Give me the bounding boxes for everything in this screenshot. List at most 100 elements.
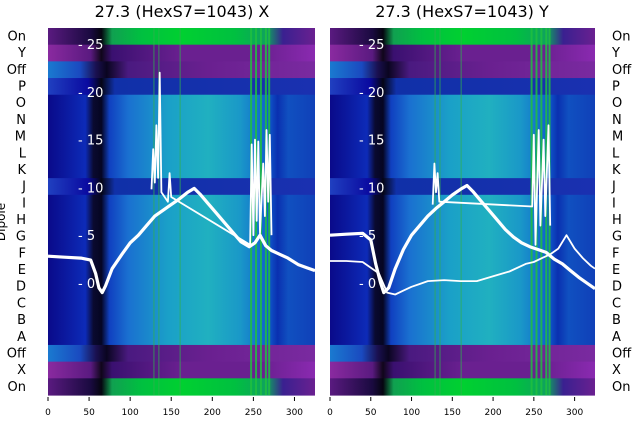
row-label: H	[16, 213, 26, 228]
heatmap-row	[330, 294, 595, 313]
x-tick-label: 0	[327, 408, 333, 418]
row-label: A	[612, 330, 621, 345]
heatmap-row	[48, 344, 315, 363]
row-label: O	[612, 96, 622, 111]
heatmap-row	[330, 28, 595, 46]
row-label: N	[16, 113, 26, 128]
row-label: Off	[612, 346, 632, 361]
heatmap-row	[330, 61, 595, 79]
heatmap-row	[330, 78, 595, 96]
row-label: O	[16, 96, 26, 111]
heatmap-row	[330, 278, 595, 296]
inner-y-tick-label: - 5	[78, 229, 95, 244]
heatmap-row	[330, 328, 595, 346]
row-label: B	[612, 313, 621, 328]
inner-y-tick-label: - 15	[359, 134, 384, 149]
row-label: L	[612, 146, 620, 161]
heatmap-row	[330, 311, 595, 329]
row-label: X	[17, 363, 26, 378]
row-label: K	[17, 163, 26, 178]
row-label: On	[612, 30, 630, 45]
x-tick-label: 150	[444, 408, 461, 418]
row-label: Y	[17, 46, 26, 61]
green-streak	[460, 28, 462, 395]
inner-y-tick-label: - 0	[359, 277, 376, 292]
heatmap-row	[48, 144, 315, 163]
heatmap-row	[330, 128, 595, 146]
heatmap-row	[48, 61, 315, 79]
x-tick-label: 300	[286, 408, 303, 418]
row-label: P	[612, 80, 620, 95]
row-label: D	[16, 280, 26, 295]
inner-y-tick-label: - 10	[78, 181, 103, 196]
row-label: C	[17, 296, 26, 311]
row-label: Off	[612, 63, 632, 78]
heatmap-row	[48, 128, 315, 146]
series-line	[330, 234, 596, 296]
row-label: K	[612, 163, 621, 178]
inner-y-tick-label: - 20	[359, 86, 384, 101]
heatmap-row	[48, 94, 315, 113]
x-tick-label: 50	[365, 408, 377, 418]
heatmap-row	[330, 144, 595, 163]
green-streak	[530, 28, 533, 395]
panel-title: 27.3 (HexS7=1043) X	[95, 2, 270, 21]
x-tick-label: 150	[163, 408, 180, 418]
row-label: I	[612, 196, 616, 211]
row-label: M	[612, 130, 623, 145]
green-streak	[264, 28, 267, 395]
row-label: F	[19, 246, 26, 261]
row-label: L	[19, 146, 27, 161]
inner-y-tick-label: - 20	[78, 86, 103, 101]
row-label: N	[612, 113, 622, 128]
heatmap-row	[330, 361, 595, 379]
heatmap-row	[48, 378, 315, 396]
row-label: F	[612, 246, 619, 261]
row-label: Off	[7, 63, 27, 78]
x-tick-label: 0	[45, 408, 51, 418]
green-streak	[153, 28, 155, 395]
heatmap-row	[48, 178, 315, 196]
inner-y-tick-label: - 0	[78, 277, 95, 292]
heatmap-row	[48, 111, 315, 129]
series-line	[329, 183, 596, 295]
row-label: I	[22, 196, 26, 211]
heatmap-row	[48, 278, 315, 296]
row-label: B	[17, 313, 26, 328]
x-tick-label: 200	[204, 408, 221, 418]
row-label: On	[8, 30, 26, 45]
heatmap-row	[48, 161, 315, 179]
x-tick-label: 100	[122, 408, 139, 418]
row-label: A	[17, 330, 26, 345]
inner-y-tick-label: - 25	[78, 38, 103, 53]
y-axis-title: Dipole	[0, 203, 8, 241]
heatmap-row	[330, 378, 595, 396]
series-line	[47, 186, 316, 295]
heatmap-row	[48, 78, 315, 96]
green-streak	[179, 28, 181, 395]
heatmap-row	[48, 294, 315, 313]
row-label: E	[18, 263, 26, 278]
heatmap-row	[330, 94, 595, 113]
series-line	[150, 71, 273, 246]
green-streak	[434, 28, 436, 395]
row-label: E	[612, 263, 620, 278]
row-label: Y	[611, 46, 620, 61]
heatmap-row	[48, 244, 315, 263]
heatmap-row	[330, 111, 595, 129]
heatmap-row	[48, 211, 315, 229]
series-line	[431, 124, 552, 246]
heatmap-row	[48, 44, 315, 62]
x-tick-label: 300	[566, 408, 583, 418]
heatmap-row	[330, 161, 595, 179]
row-label: On	[612, 380, 630, 395]
heatmap-row	[330, 228, 595, 246]
heatmap-row	[48, 228, 315, 246]
green-streak	[439, 28, 441, 395]
row-label: D	[612, 280, 622, 295]
x-tick-label: 250	[525, 408, 542, 418]
x-tick-label: 200	[484, 408, 501, 418]
x-tick-label: 100	[403, 408, 420, 418]
